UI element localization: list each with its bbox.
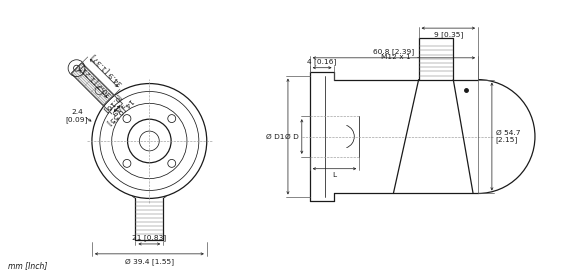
Text: mm [Inch]: mm [Inch]: [8, 261, 47, 270]
Text: Ø D: Ø D: [285, 134, 299, 140]
Text: Ø D1: Ø D1: [267, 134, 285, 140]
Text: 9 [0.35]: 9 [0.35]: [434, 31, 463, 38]
Text: 14 [0.55]: 14 [0.55]: [106, 97, 134, 126]
Polygon shape: [71, 63, 114, 106]
Text: 34.9 [1.37]: 34.9 [1.37]: [90, 53, 124, 87]
Text: 2.4
[0.09]: 2.4 [0.09]: [66, 109, 88, 123]
Text: 21 [0.83]: 21 [0.83]: [132, 234, 167, 241]
Text: L: L: [332, 172, 337, 178]
Text: 4 [0.16]: 4 [0.16]: [307, 58, 337, 65]
Text: M12 x 1: M12 x 1: [381, 54, 411, 60]
Text: 60.8 [2.39]: 60.8 [2.39]: [373, 48, 415, 55]
Text: Ø 39.4 [1.55]: Ø 39.4 [1.55]: [125, 258, 174, 265]
Text: 3.99
[0.16]: 3.99 [0.16]: [101, 93, 127, 119]
Text: 30.7 [1.21]: 30.7 [1.21]: [79, 64, 113, 98]
Text: Ø 54.7
[2.15]: Ø 54.7 [2.15]: [496, 130, 520, 143]
